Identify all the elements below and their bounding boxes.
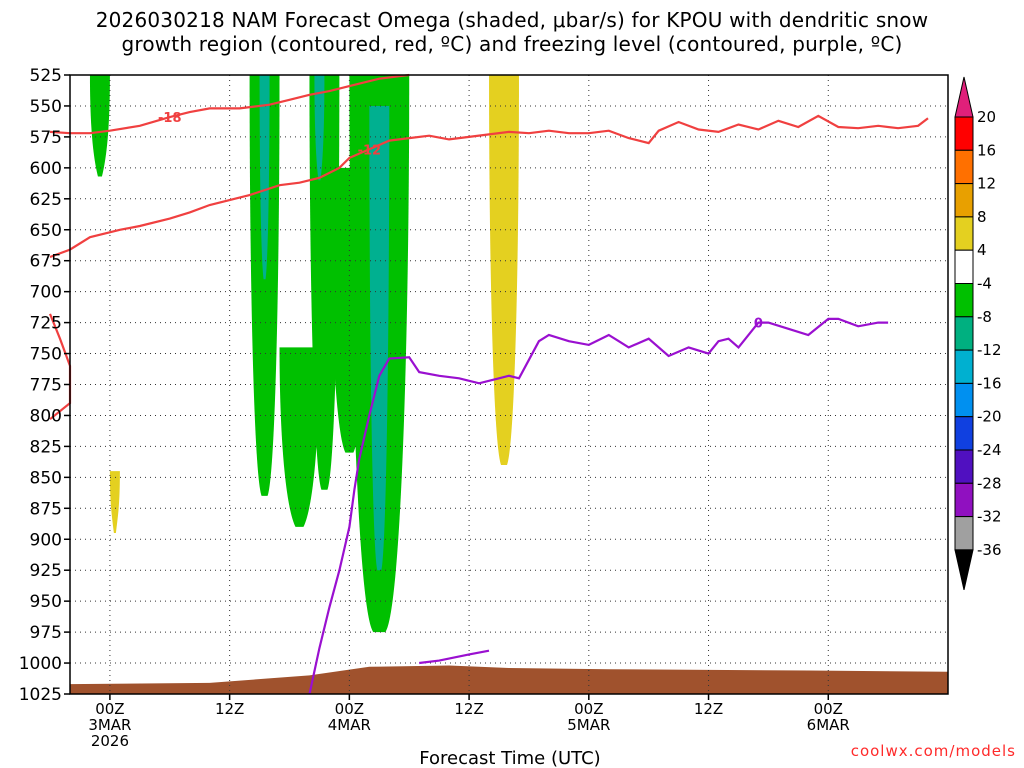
- chart-title-line2: growth region (contoured, red, ºC) and f…: [121, 32, 903, 56]
- y-tick-label-875: 875: [30, 499, 62, 519]
- y-tick-label-775: 775: [30, 376, 62, 396]
- y-tick-label-825: 825: [30, 437, 62, 457]
- purple-contour-0: [308, 317, 889, 695]
- colorbar-top-arrow: [954, 76, 974, 118]
- colorbar-swatch-5: [954, 283, 974, 318]
- omega-region-2: [249, 75, 280, 496]
- x-tick-label-48-1: 5MAR: [567, 716, 610, 734]
- colorbar-swatch-9: [954, 416, 974, 451]
- colorbar-swatch-12: [954, 516, 974, 551]
- y-tick-label-725: 725: [30, 314, 62, 334]
- colorbar-swatch-0: [954, 116, 974, 151]
- omega-region-9: [369, 105, 390, 571]
- x-tick-label-0-2: 2026: [91, 732, 129, 750]
- credit-text: coolwx.com/models: [851, 742, 1016, 760]
- colorbar-swatch-7: [954, 349, 974, 384]
- colorbar-label-4: 4: [977, 241, 987, 259]
- colorbar-swatch-2: [954, 183, 974, 218]
- y-tick-label-550: 550: [30, 97, 62, 117]
- colorbar-label-1: 16: [977, 141, 996, 159]
- y-tick-label-1000: 1000: [19, 654, 62, 674]
- y-tick-label-700: 700: [30, 283, 62, 303]
- colorbar-label-6: -8: [977, 308, 992, 326]
- colorbar-swatch-3: [954, 216, 974, 251]
- omega-region-0: [89, 75, 110, 177]
- plot-area: [70, 75, 948, 694]
- y-tick-label-850: 850: [30, 468, 62, 488]
- gridlines: [70, 74, 948, 695]
- omega-region-3: [259, 75, 270, 280]
- omega-region-4: [279, 347, 320, 527]
- colorbar-label-10: -24: [977, 441, 1002, 459]
- colorbar-label-0: 20: [977, 108, 996, 126]
- omega-region-10: [489, 75, 519, 465]
- purple-contour-label-0: 0: [754, 317, 763, 332]
- colorbar-label-2: 12: [977, 175, 996, 193]
- y-tick-label-600: 600: [30, 159, 62, 179]
- x-tick-label-0-1: 3MAR: [88, 716, 131, 734]
- colorbar-label-7: -12: [977, 341, 1002, 359]
- axes: 525 550 575 600 625 650 675 700 725 750 775 800 825 8…: [19, 66, 949, 750]
- red-contour-label-0: -18: [158, 111, 182, 126]
- x-tick-label-24-1: 4MAR: [328, 716, 371, 734]
- x-tick-label-72-0: 00Z: [814, 700, 843, 718]
- colorbar-label-11: -28: [977, 474, 1002, 492]
- x-axis-label: Forecast Time (UTC): [419, 748, 600, 768]
- colorbar-label-5: -4: [977, 275, 992, 293]
- purple-contour-1: [419, 649, 490, 665]
- omega-region-1: [109, 471, 120, 534]
- x-tick-label-12-0: 12Z: [215, 700, 244, 718]
- contours: -18 -12 0: [48, 73, 929, 695]
- ground-terrain: [70, 665, 948, 694]
- red-contour-0: [49, 73, 410, 135]
- colorbar-swatch-1: [954, 149, 974, 185]
- x-tick-label-60-0: 12Z: [694, 700, 723, 718]
- y-tick-label-925: 925: [30, 561, 62, 581]
- colorbar-swatch-10: [954, 449, 974, 484]
- omega-region-6: [314, 75, 325, 181]
- y-tick-label-800: 800: [30, 406, 62, 426]
- y-tick-label-750: 750: [30, 345, 62, 365]
- chart-title-line1: 2026030218 NAM Forecast Omega (shaded, μ…: [95, 8, 929, 32]
- y-tick-label-575: 575: [30, 128, 62, 148]
- y-tick-label-950: 950: [30, 592, 62, 612]
- y-tick-label-1025: 1025: [19, 685, 62, 705]
- red-contour-1: [49, 114, 929, 259]
- colorbar: 20 16 12 8 4 -4 -8 -12 -16 -20 -24 -28 -32 -36: [954, 76, 1002, 591]
- x-tick-label-24-0: 00Z: [335, 700, 364, 718]
- x-tick-label-48-0: 00Z: [574, 700, 603, 718]
- y-tick-label-675: 675: [30, 252, 62, 272]
- colorbar-label-13: -36: [977, 541, 1002, 559]
- y-tick-label-525: 525: [30, 66, 62, 86]
- colorbar-bottom-arrow: [954, 549, 974, 591]
- colorbar-label-3: 8: [977, 208, 987, 226]
- colorbar-label-12: -32: [977, 508, 1002, 526]
- y-tick-label-975: 975: [30, 623, 62, 643]
- x-tick-label-72-1: 6MAR: [807, 716, 850, 734]
- colorbar-label-8: -16: [977, 374, 1002, 392]
- colorbar-swatch-11: [954, 482, 974, 518]
- y-tick-label-650: 650: [30, 221, 62, 241]
- colorbar-swatch-8: [954, 382, 974, 418]
- x-tick-label-36-0: 12Z: [454, 700, 483, 718]
- colorbar-label-9: -20: [977, 408, 1002, 426]
- y-tick-label-625: 625: [30, 190, 62, 210]
- colorbar-swatch-4: [954, 249, 974, 284]
- red-contour-label-1: -12: [358, 143, 382, 158]
- x-tick-label-0-0: 00Z: [95, 700, 124, 718]
- colorbar-swatch-6: [954, 316, 974, 351]
- y-tick-label-900: 900: [30, 530, 62, 550]
